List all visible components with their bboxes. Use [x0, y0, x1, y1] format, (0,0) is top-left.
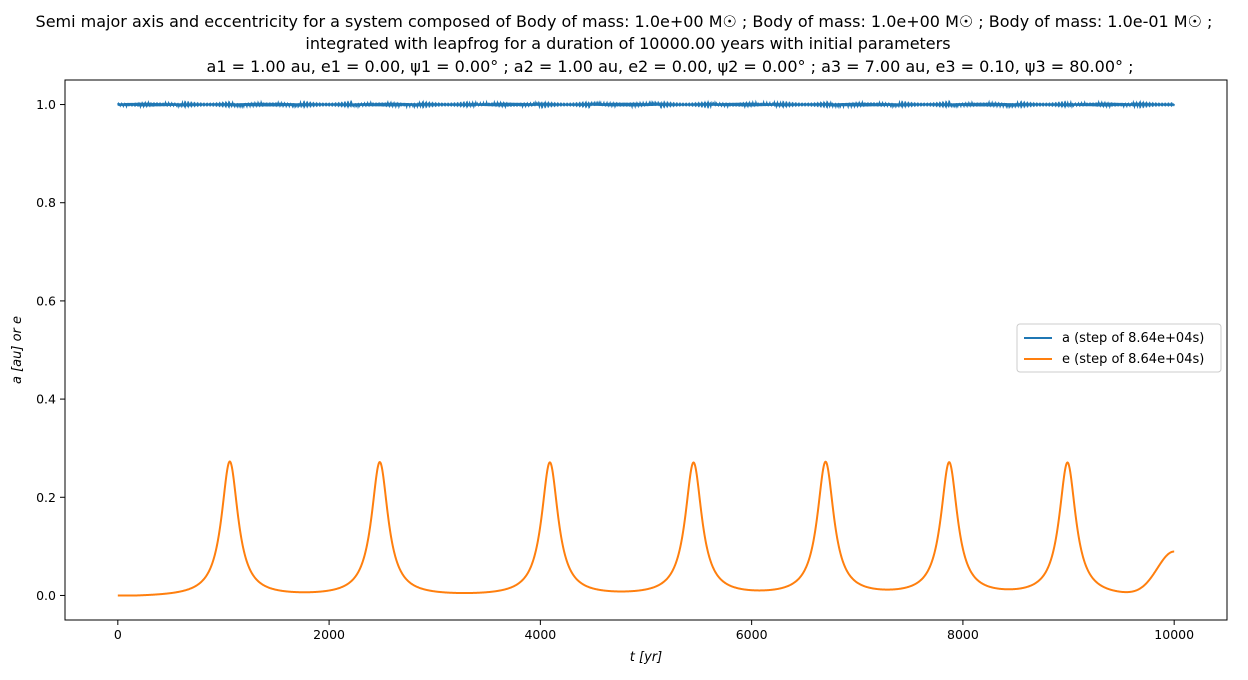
y-axis-label: a [au] or e [10, 316, 25, 384]
chart-title-line-3: a1 = 1.00 au, e1 = 0.00, ψ1 = 0.00° ; a2… [207, 57, 1134, 76]
y-tick-label: 0.8 [36, 195, 56, 210]
y-tick-label: 0.4 [36, 392, 56, 407]
x-tick-label: 8000 [947, 627, 979, 642]
y-tick-label: 0.2 [36, 490, 56, 505]
x-tick-label: 0 [114, 627, 122, 642]
ticks-layer: 0 2000 4000 6000 8000 10000 0.0 0.2 0.4 0.6 0.8 1.0 [36, 97, 1194, 642]
series-a-line [117, 99, 1176, 110]
legend: a (step of 8.64e+04s) e (step of 8.64e+0… [1016, 323, 1222, 373]
x-tick-label: 2000 [313, 627, 345, 642]
legend-box [1016, 323, 1222, 373]
legend-label-e: e (step of 8.64e+04s) [1062, 352, 1204, 367]
y-tick-label: 1.0 [36, 97, 56, 112]
axes-frame [64, 79, 1228, 621]
legend-label-a: a (step of 8.64e+04s) [1062, 331, 1204, 346]
x-axis-label: t [yr] [630, 650, 662, 665]
chart-title-line-1: Semi major axis and eccentricity for a s… [36, 12, 1213, 31]
chart-title-line-2: integrated with leapfrog for a duration … [305, 34, 950, 53]
x-tick-label: 10000 [1154, 627, 1194, 642]
series-layer [117, 99, 1176, 597]
x-tick-label: 4000 [524, 627, 556, 642]
y-tick-label: 0.0 [36, 588, 56, 603]
y-tick-label: 0.6 [36, 293, 56, 308]
series-e-line [117, 460, 1175, 597]
x-tick-label: 6000 [736, 627, 768, 642]
